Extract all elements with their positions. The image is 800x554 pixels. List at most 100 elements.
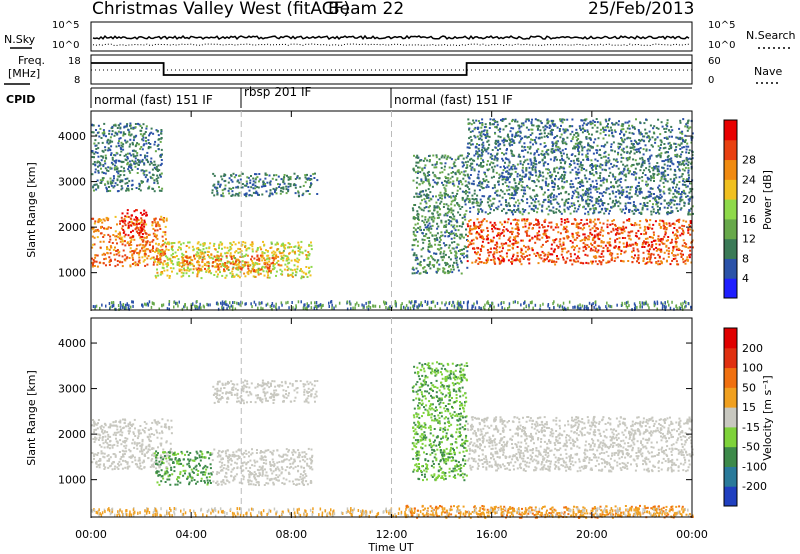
power-cell (119, 170, 122, 172)
power-cell (206, 250, 209, 253)
power-cell (675, 190, 678, 193)
power-cell (546, 152, 549, 155)
power-cell (493, 175, 495, 178)
power-cell (414, 204, 417, 206)
power-cell (507, 164, 510, 167)
power-cell (671, 252, 673, 255)
power-cell (636, 260, 638, 263)
power-cell (639, 139, 642, 142)
power-cell (131, 263, 134, 265)
power-cell (687, 178, 690, 181)
cpid-mode-2: rbsp 201 IF (244, 85, 311, 99)
power-cell (439, 213, 442, 216)
power-cell (640, 211, 643, 214)
power-cell (223, 270, 226, 273)
power-cell (282, 257, 285, 260)
power-cell (541, 236, 544, 239)
power-cell (206, 261, 209, 264)
power-cell (550, 150, 553, 153)
power-cell (99, 163, 102, 166)
power-cell (423, 259, 426, 261)
power-cell (608, 209, 611, 212)
power-cell (572, 245, 574, 248)
power-cell (246, 182, 249, 185)
power-cell (613, 246, 616, 249)
power-cell (611, 256, 614, 259)
power-cell (130, 214, 133, 217)
power-cell (225, 267, 228, 270)
power-cell (639, 121, 642, 124)
power-cell (479, 198, 482, 201)
power-cell (629, 238, 632, 241)
power-cell (682, 233, 685, 236)
power-cell (275, 255, 278, 257)
power-cell (658, 238, 661, 241)
power-cell (287, 190, 290, 193)
power-cell (588, 178, 591, 181)
power-cell (473, 159, 476, 162)
power-cell (231, 190, 234, 193)
power-cell (282, 251, 285, 254)
power-cell (145, 211, 148, 214)
power-cell (484, 172, 486, 174)
power-cell (486, 129, 489, 132)
power-cell (113, 185, 116, 188)
power-cell (139, 189, 142, 192)
power-cell (649, 256, 652, 259)
power-cell (583, 237, 586, 240)
power-cell (598, 165, 601, 168)
power-cell (135, 187, 138, 189)
power-cell (216, 190, 219, 193)
power-cell (669, 165, 672, 168)
power-cell (203, 257, 206, 260)
power-cell (432, 258, 435, 261)
power-cell (539, 171, 542, 174)
power-cell (475, 202, 478, 204)
power-cell (504, 181, 507, 184)
power-cell (424, 271, 427, 274)
power-cell (294, 186, 297, 189)
power-cell (287, 178, 290, 181)
power-cell (140, 180, 143, 183)
power-cell (449, 177, 452, 180)
power-cell (543, 233, 546, 236)
power-cell (516, 235, 519, 238)
power-cell (541, 150, 544, 153)
power-cell (597, 227, 599, 230)
power-cell (541, 171, 544, 174)
power-cell (632, 144, 635, 147)
power-cell (571, 168, 574, 171)
power-cell (499, 221, 502, 224)
power-cell (627, 245, 630, 248)
power-cell (524, 230, 527, 233)
power-cell (110, 167, 113, 170)
power-cell (143, 259, 146, 261)
power-cell (482, 238, 485, 241)
power-cell (657, 248, 659, 251)
power-cell (546, 257, 548, 260)
power-cell (134, 264, 137, 267)
power-cell (649, 258, 652, 261)
power-cell (550, 225, 553, 228)
power-cell (249, 243, 252, 246)
power-cell (183, 269, 186, 272)
power-cell (574, 260, 577, 263)
power-cell (668, 224, 671, 227)
power-cell (282, 179, 285, 182)
power-cell (674, 148, 677, 151)
power-cell (279, 252, 282, 255)
power-cell (450, 209, 453, 212)
power-cell (476, 218, 479, 221)
power-cell (609, 237, 612, 240)
freq-label-2: [MHz] (8, 67, 40, 80)
power-cell (455, 219, 458, 222)
power-cell (274, 243, 277, 246)
power-cell (238, 174, 241, 177)
power-cell (435, 201, 438, 204)
power-cell (264, 177, 267, 180)
power-cell (529, 195, 532, 198)
power-cell (590, 260, 593, 263)
power-cell (498, 228, 501, 231)
power-cell (424, 223, 427, 226)
power-cell (628, 120, 631, 123)
